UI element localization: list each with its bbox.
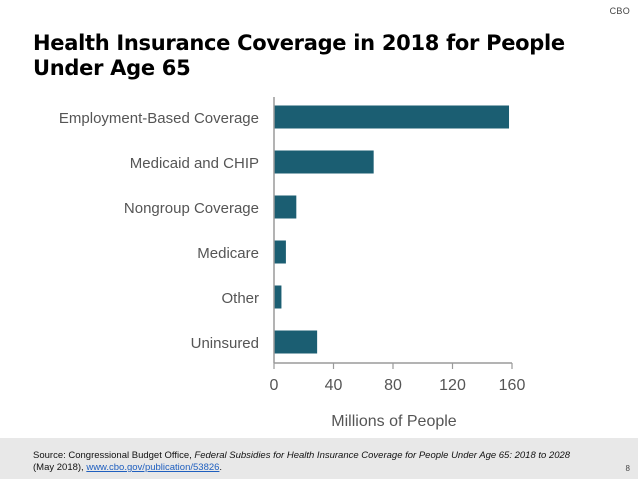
x-tick-label-120: 120 <box>439 377 466 394</box>
source-end: . <box>219 462 223 473</box>
x-tick-label-40: 40 <box>325 377 343 394</box>
title-line-1: Health Insurance Coverage in 2018 for Pe… <box>33 31 565 55</box>
category-label-uninsured: Uninsured <box>191 335 259 352</box>
source-title: Federal Subsidies for Health Insurance C… <box>194 450 571 461</box>
title-line-2: Under Age 65 <box>33 56 191 80</box>
bar-medicare <box>274 240 286 264</box>
x-tick-label-160: 160 <box>499 377 526 394</box>
x-axis-ticks: 0 40 80 120 160 <box>270 363 526 394</box>
category-label-other: Other <box>221 290 259 307</box>
bar-medicaid-and-chip <box>274 150 374 174</box>
source-prefix: Source: Congressional Budget Office, <box>33 450 195 461</box>
category-label-medicare: Medicare <box>197 245 259 262</box>
category-labels: Employment-Based Coverage Medicaid and CH… <box>59 110 259 352</box>
slide-title: Health Insurance Coverage in 2018 for Pe… <box>33 31 593 81</box>
category-label-medicaid-and-chip: Medicaid and CHIP <box>130 155 259 172</box>
source-date: (May 2018), <box>33 462 87 473</box>
x-tick-label-80: 80 <box>384 377 402 394</box>
bar-nongroup-coverage <box>274 195 297 219</box>
bar-uninsured <box>274 330 318 354</box>
footer-bar: Source: Congressional Budget Office, Fed… <box>0 438 638 479</box>
x-tick-label-0: 0 <box>270 377 279 394</box>
page-number: 8 <box>625 464 630 473</box>
cbo-logo: CBO <box>609 6 630 16</box>
bar-other <box>274 285 282 309</box>
source-citation: Source: Congressional Budget Office, Fed… <box>33 450 593 474</box>
bar-group <box>274 105 510 354</box>
category-label-employment-based-coverage: Employment-Based Coverage <box>59 110 259 127</box>
bar-employment-based-coverage <box>274 105 510 129</box>
category-label-nongroup-coverage: Nongroup Coverage <box>124 200 259 217</box>
coverage-bar-chart: Employment-Based Coverage Medicaid and CH… <box>59 97 526 430</box>
source-link[interactable]: www.cbo.gov/publication/53826 <box>86 462 220 473</box>
x-axis-title: Millions of People <box>331 413 457 430</box>
